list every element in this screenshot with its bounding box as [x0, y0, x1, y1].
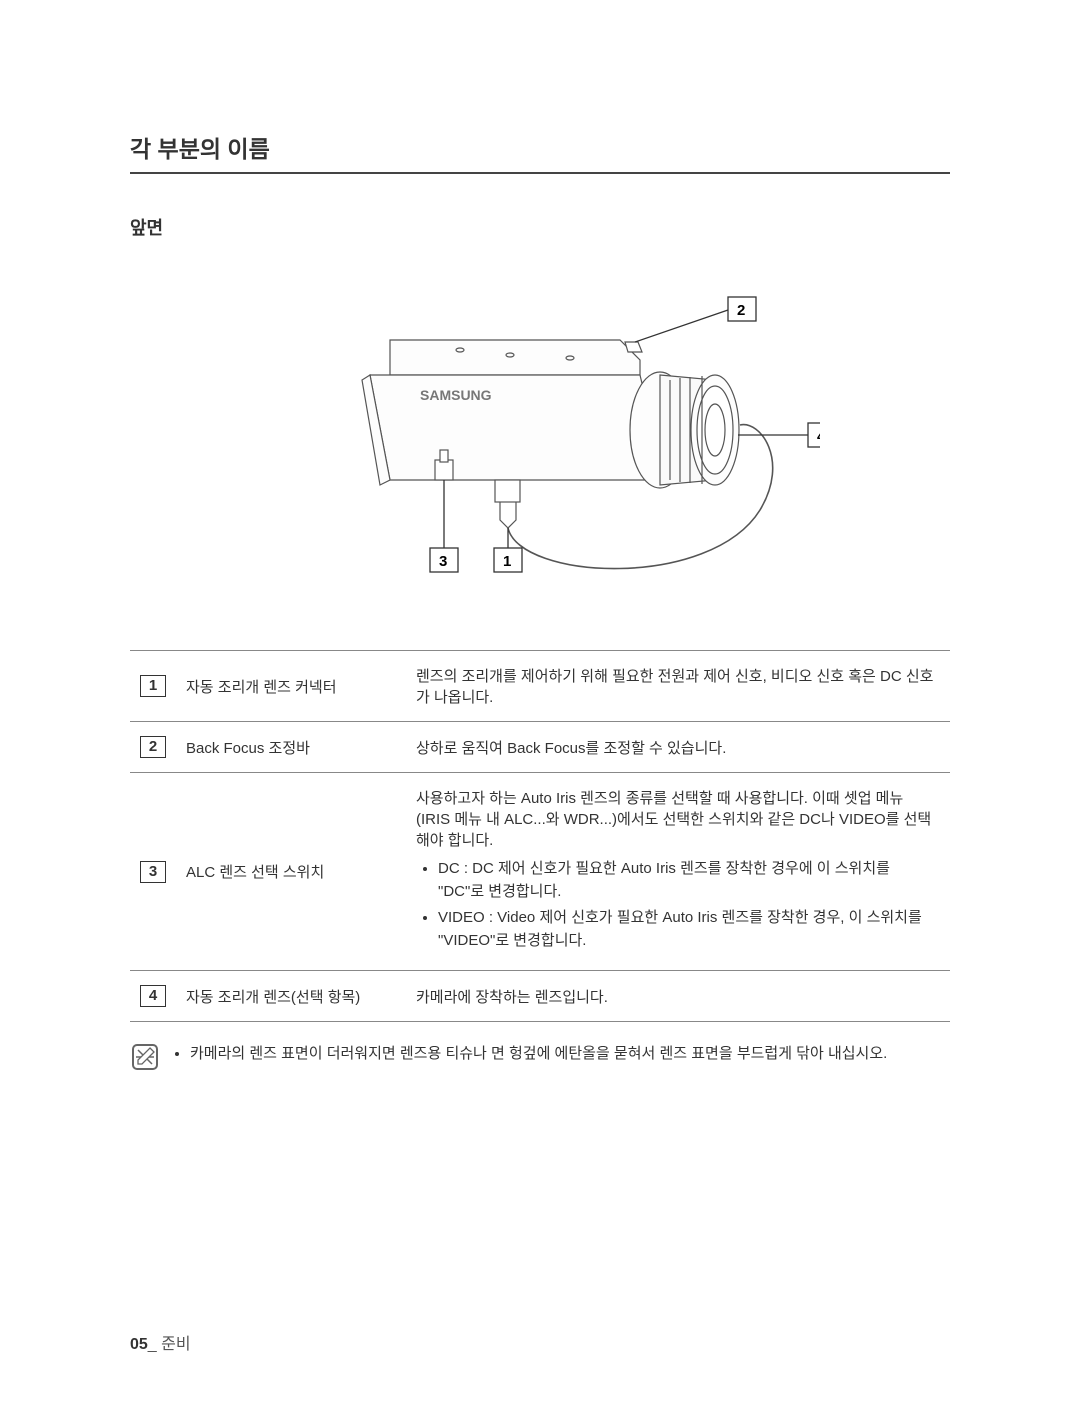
callout-2: 2 — [737, 302, 745, 319]
note-block: 카메라의 렌즈 표면이 더러워지면 렌즈용 티슈나 면 헝겊에 에탄올을 묻혀서… — [130, 1042, 950, 1072]
part-label: 자동 조리개 렌즈(선택 항목) — [176, 971, 406, 1022]
subsection-title: 앞면 — [130, 214, 950, 240]
table-row: 4 자동 조리개 렌즈(선택 항목) 카메라에 장착하는 렌즈입니다. — [130, 971, 950, 1022]
brand-label: SAMSUNG — [420, 387, 492, 403]
part-desc: 사용하고자 하는 Auto Iris 렌즈의 종류를 선택할 때 사용합니다. … — [406, 773, 950, 971]
num-badge: 4 — [140, 985, 166, 1007]
num-badge: 1 — [140, 675, 166, 697]
page-number: 05 — [130, 1336, 148, 1353]
note-item: 카메라의 렌즈 표면이 더러워지면 렌즈용 티슈나 면 헝겊에 에탄올을 묻혀서… — [190, 1042, 887, 1066]
diagram-container: SAMSUNG — [130, 280, 950, 600]
camera-diagram: SAMSUNG — [260, 280, 820, 600]
part-desc: 카메라에 장착하는 렌즈입니다. — [406, 971, 950, 1022]
list-item: DC : DC 제어 신호가 필요한 Auto Iris 렌즈를 장착한 경우에… — [438, 858, 940, 903]
page-footer: 05_ 준비 — [130, 1330, 191, 1354]
part-label: Back Focus 조정바 — [176, 722, 406, 773]
callout-4: 4 — [817, 428, 820, 445]
callout-3: 3 — [439, 553, 447, 570]
table-row: 2 Back Focus 조정바 상하로 움직여 Back Focus를 조정할… — [130, 722, 950, 773]
section-title: 각 부분의 이름 — [130, 130, 950, 174]
parts-table: 1 자동 조리개 렌즈 커넥터 렌즈의 조리개를 제어하기 위해 필요한 전원과… — [130, 650, 950, 1022]
notepad-icon — [130, 1042, 160, 1072]
callout-1: 1 — [503, 553, 511, 570]
table-row: 3 ALC 렌즈 선택 스위치 사용하고자 하는 Auto Iris 렌즈의 종… — [130, 773, 950, 971]
part-desc: 상하로 움직여 Back Focus를 조정할 수 있습니다. — [406, 722, 950, 773]
part-label: 자동 조리개 렌즈 커넥터 — [176, 651, 406, 722]
table-row: 1 자동 조리개 렌즈 커넥터 렌즈의 조리개를 제어하기 위해 필요한 전원과… — [130, 651, 950, 722]
part-desc: 렌즈의 조리개를 제어하기 위해 필요한 전원과 제어 신호, 비디오 신호 혹… — [406, 651, 950, 722]
num-badge: 3 — [140, 861, 166, 883]
num-badge: 2 — [140, 736, 166, 758]
part-label: ALC 렌즈 선택 스위치 — [176, 773, 406, 971]
list-item: VIDEO : Video 제어 신호가 필요한 Auto Iris 렌즈를 장… — [438, 907, 940, 952]
footer-section: 준비 — [161, 1336, 190, 1353]
